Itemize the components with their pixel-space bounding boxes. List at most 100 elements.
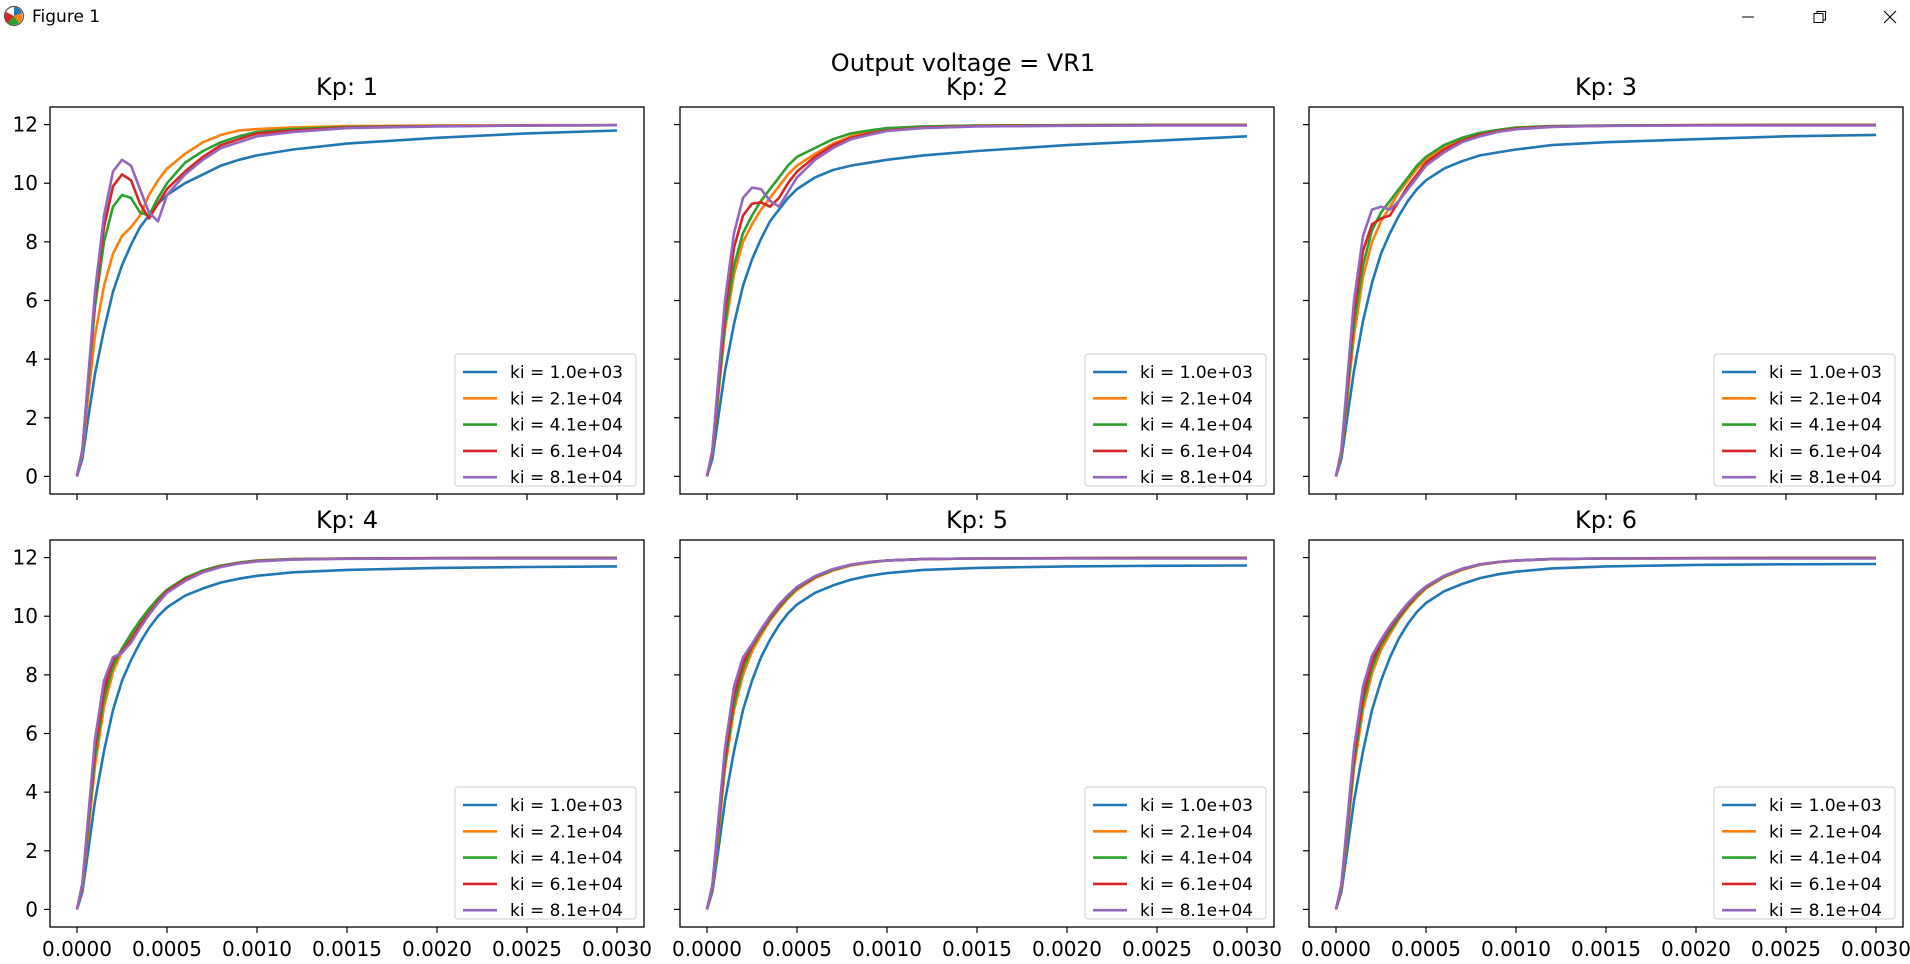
figure-canvas: Output voltage = VR1 Kp: 1 0 2 4 6 8 10 12 ki = … — [13, 49, 1910, 961]
x-tick-label: 0.0030 — [582, 937, 652, 961]
legend-label: ki = 6.1e+04 — [510, 442, 623, 462]
y-tick-label: 8 — [25, 230, 38, 254]
legend-label: ki = 8.1e+04 — [1140, 468, 1253, 488]
x-tick-label: 0.0025 — [1751, 937, 1821, 961]
legend-label: ki = 1.0e+03 — [510, 796, 623, 816]
y-tick-label: 12 — [13, 113, 38, 137]
series-line-1 — [1334, 562, 1877, 910]
legend-label: ki = 8.1e+04 — [1140, 901, 1253, 921]
x-tick-label: 0.0000 — [42, 937, 112, 961]
y-tick-label: 0 — [25, 464, 38, 488]
legend-label: ki = 8.1e+04 — [1769, 468, 1882, 488]
restore-button[interactable] — [1790, 0, 1850, 34]
legend-label: ki = 2.1e+04 — [510, 389, 623, 409]
y-tick-label: 8 — [25, 663, 38, 687]
series-line-1 — [75, 129, 618, 477]
legend-label: ki = 6.1e+04 — [510, 875, 623, 895]
series-line-5 — [1334, 557, 1876, 910]
x-tick-label: 0.0005 — [762, 937, 832, 961]
x-tick-label: 0.0010 — [222, 937, 292, 961]
legend-label: ki = 4.1e+04 — [1140, 416, 1253, 436]
legend-label: ki = 4.1e+04 — [1769, 416, 1882, 436]
legend: ki = 1.0e+03 ki = 2.1e+04 ki = 4.1e+04 ki =… — [454, 353, 637, 488]
y-tick-label: 6 — [25, 289, 38, 313]
series-line-5 — [1334, 124, 1876, 477]
subplot-6: Kp: 6 0.0000 0.0005 0.0010 0.0015 0.0020 0.002… — [1301, 506, 1910, 961]
legend-box — [454, 353, 637, 487]
minimize-button[interactable] — [1718, 0, 1778, 34]
legend-label: ki = 1.0e+03 — [1140, 796, 1253, 816]
legend-label: ki = 6.1e+04 — [1769, 442, 1882, 462]
legend-label: ki = 1.0e+03 — [1140, 363, 1253, 383]
legend-label: ki = 4.1e+04 — [510, 416, 623, 436]
legend-label: ki = 6.1e+04 — [1140, 875, 1253, 895]
legend-box — [1713, 786, 1896, 920]
x-tick-label: 0.0015 — [942, 937, 1012, 961]
series-line-1 — [1334, 133, 1877, 477]
x-tick-label: 0.0005 — [132, 937, 202, 961]
legend-label: ki = 2.1e+04 — [1769, 389, 1882, 409]
legend-label: ki = 6.1e+04 — [1769, 875, 1882, 895]
close-button[interactable] — [1860, 0, 1910, 34]
legend: ki = 1.0e+03 ki = 2.1e+04 ki = 4.1e+04 ki =… — [1084, 353, 1267, 488]
legend-box — [1713, 353, 1896, 487]
legend-label: ki = 8.1e+04 — [510, 468, 623, 488]
subplot-title: Kp: 5 — [946, 506, 1008, 534]
series-line-5 — [705, 557, 1247, 910]
legend-label: ki = 4.1e+04 — [1140, 849, 1253, 869]
x-tick-label: 0.0015 — [1571, 937, 1641, 961]
subplot-title: Kp: 1 — [316, 73, 378, 101]
legend: ki = 1.0e+03 ki = 2.1e+04 ki = 4.1e+04 ki =… — [1713, 353, 1896, 488]
x-tick-label: 0.0000 — [1301, 937, 1371, 961]
subplot-5: Kp: 5 0.0000 0.0005 0.0010 0.0015 0.0020 0.002… — [672, 506, 1282, 961]
subplot-2: Kp: 2 ki = 1.0e+03 ki = 2.1e+04 ki = 4.1e+0… — [674, 73, 1275, 500]
legend-box — [454, 786, 637, 920]
series-line-5 — [75, 123, 618, 477]
y-tick-label: 10 — [13, 171, 38, 195]
x-tick-label: 0.0020 — [1661, 937, 1731, 961]
series-line-1 — [705, 135, 1248, 477]
legend: ki = 1.0e+03 ki = 2.1e+04 ki = 4.1e+04 ki =… — [454, 786, 637, 921]
x-tick-label: 0.0000 — [672, 937, 742, 961]
minimize-icon — [1742, 16, 1754, 18]
legend-label: ki = 4.1e+04 — [510, 849, 623, 869]
y-tick-label: 2 — [25, 839, 38, 863]
legend: ki = 1.0e+03 ki = 2.1e+04 ki = 4.1e+04 ki =… — [1084, 786, 1267, 921]
subplot-title: Kp: 6 — [1575, 506, 1637, 534]
restore-icon — [1813, 11, 1826, 23]
legend-label: ki = 2.1e+04 — [1769, 822, 1882, 842]
legend-label: ki = 1.0e+03 — [510, 363, 623, 383]
x-tick-label: 0.0030 — [1841, 937, 1910, 961]
legend-label: ki = 2.1e+04 — [510, 822, 623, 842]
legend-label: ki = 4.1e+04 — [1769, 849, 1882, 869]
x-tick-label: 0.0005 — [1391, 937, 1461, 961]
y-tick-label: 4 — [25, 780, 38, 804]
subplot-title: Kp: 2 — [946, 73, 1008, 101]
x-tick-label: 0.0030 — [1212, 937, 1282, 961]
series-line-1 — [705, 564, 1248, 910]
window-title: Figure 1 — [32, 7, 101, 27]
legend-label: ki = 1.0e+03 — [1769, 796, 1882, 816]
legend-label: ki = 1.0e+03 — [1769, 363, 1882, 383]
y-tick-label: 0 — [25, 897, 38, 921]
y-tick-label: 10 — [13, 604, 38, 628]
x-tick-label: 0.0020 — [402, 937, 472, 961]
x-tick-label: 0.0010 — [1481, 937, 1551, 961]
close-icon — [1883, 10, 1897, 24]
x-tick-label: 0.0020 — [1032, 937, 1102, 961]
figure-suptitle: Output voltage = VR1 — [831, 49, 1095, 77]
window-titlebar: Figure 1 — [0, 0, 1910, 34]
legend-label: ki = 8.1e+04 — [510, 901, 623, 921]
matplotlib-logo-icon — [3, 5, 25, 27]
legend-label: ki = 2.1e+04 — [1140, 822, 1253, 842]
x-tick-label: 0.0015 — [312, 937, 382, 961]
subplot-title: Kp: 3 — [1575, 73, 1637, 101]
subplot-title: Kp: 4 — [316, 506, 378, 534]
series-line-5 — [75, 557, 617, 910]
x-tick-label: 0.0025 — [1122, 937, 1192, 961]
legend-label: ki = 2.1e+04 — [1140, 389, 1253, 409]
subplot-3: Kp: 3 ki = 1.0e+03 ki = 2.1e+04 ki = 4.1e+0… — [1303, 73, 1904, 500]
legend-box — [1084, 353, 1267, 487]
y-tick-label: 2 — [25, 406, 38, 430]
